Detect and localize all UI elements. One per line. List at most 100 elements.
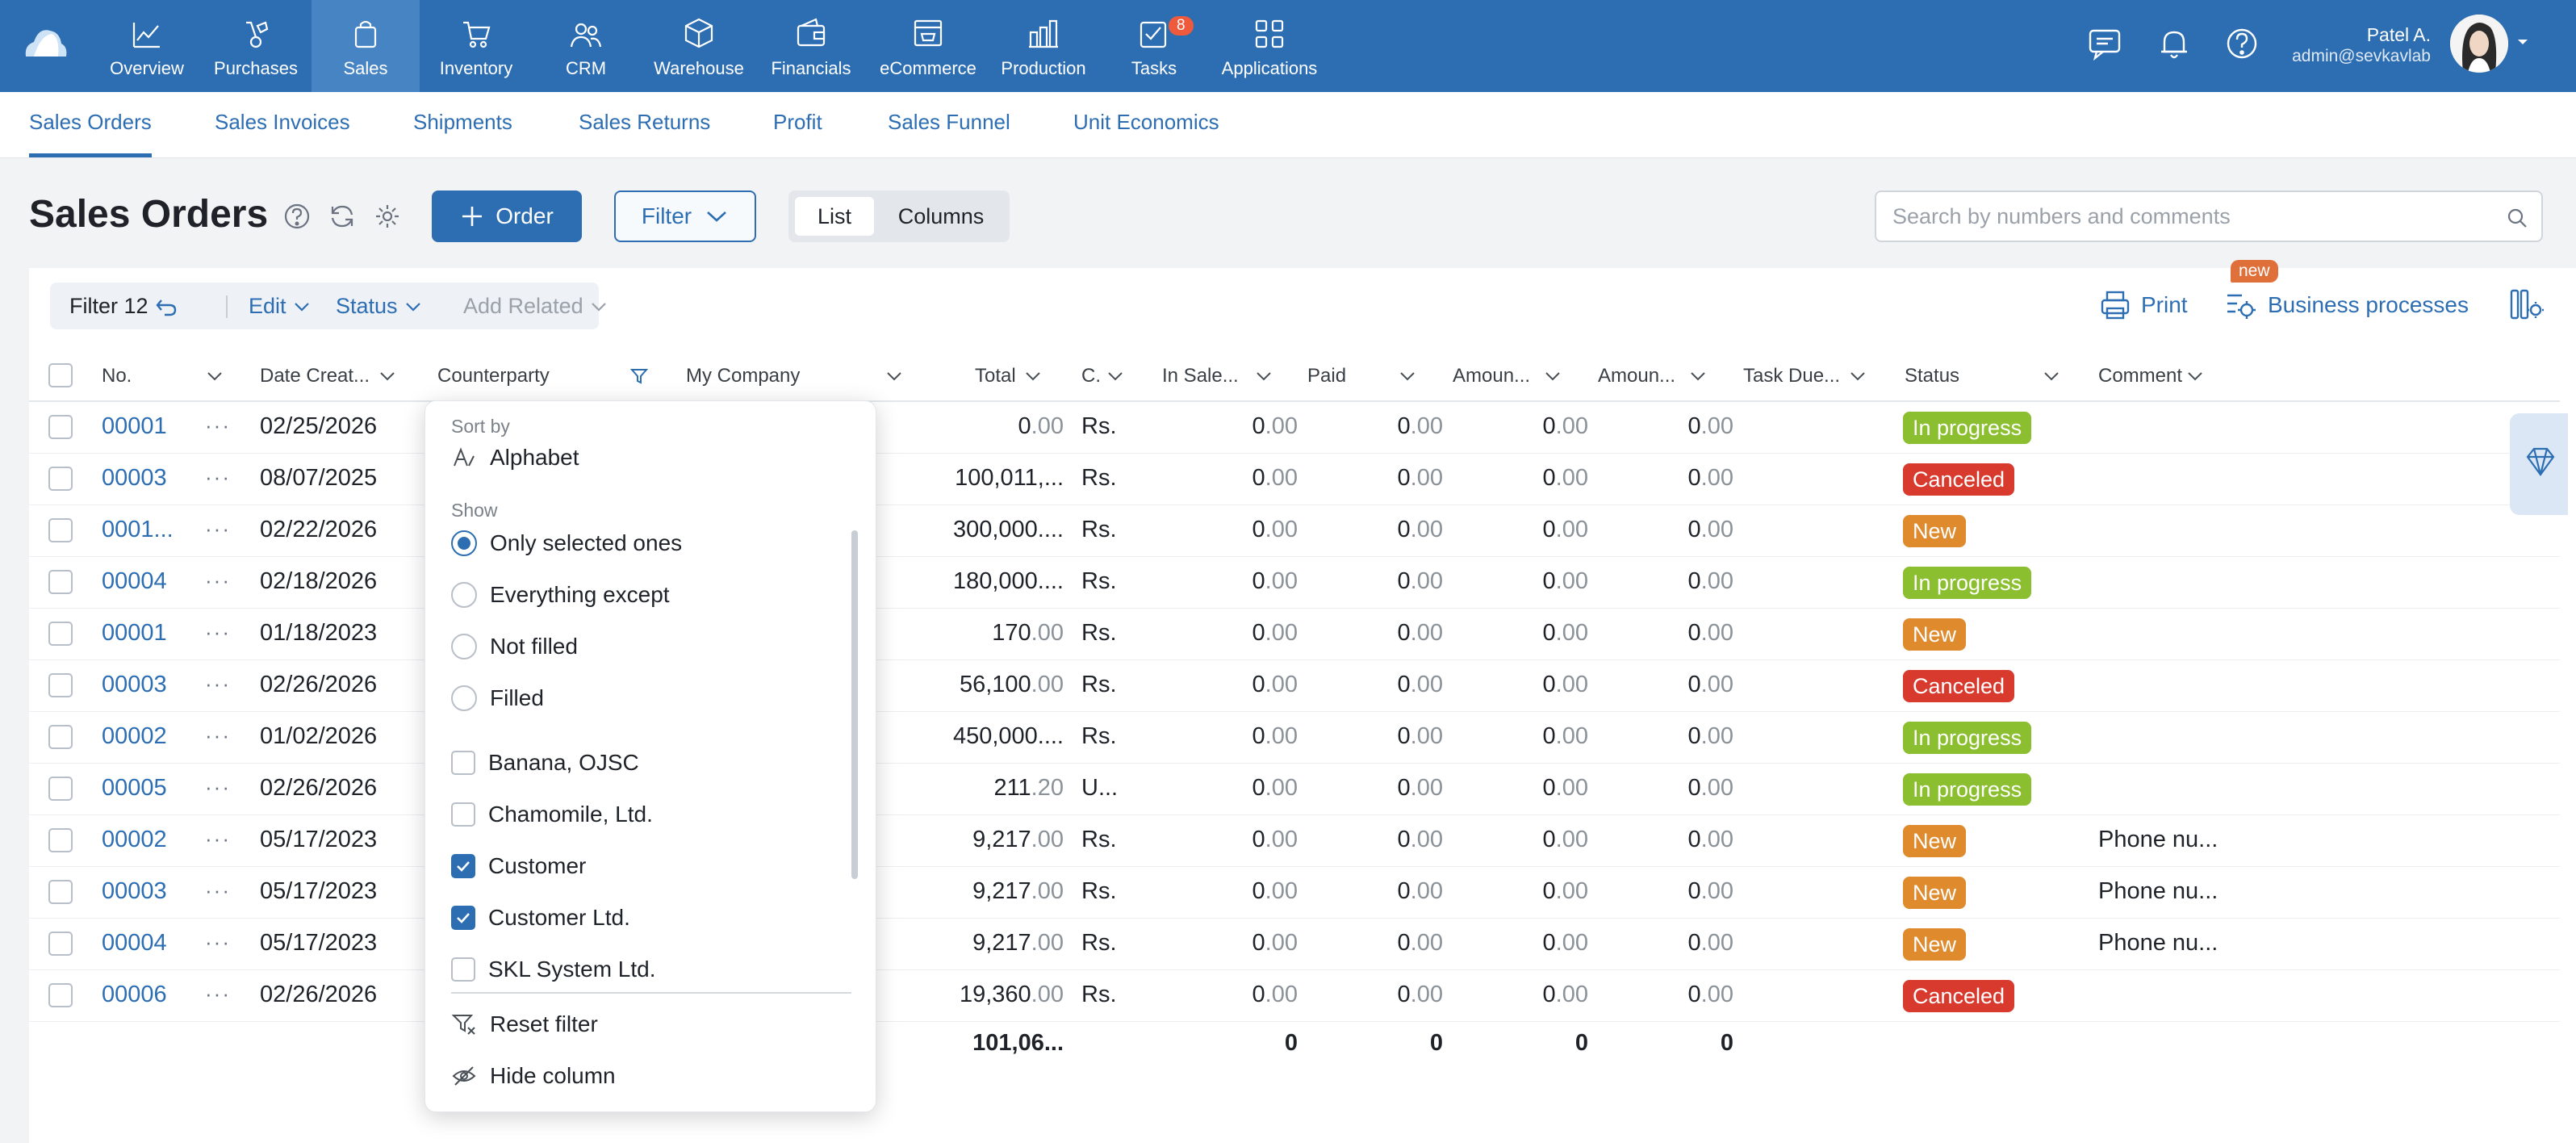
avatar[interactable] (2450, 15, 2508, 73)
hide-column-button[interactable]: Hide column (451, 1063, 616, 1089)
chevron-down-icon[interactable] (1848, 366, 1867, 386)
filter-count-button[interactable]: Filter 12 (69, 294, 178, 319)
search-input[interactable] (1892, 202, 2490, 231)
subnav-sales-returns[interactable]: Sales Returns (579, 110, 711, 134)
search-icon[interactable] (2506, 207, 2528, 229)
col-header-currency[interactable]: C. (1081, 365, 1101, 387)
row-checkbox[interactable] (48, 880, 73, 904)
row-checkbox[interactable] (48, 570, 73, 594)
row-actions-menu[interactable]: ··· (205, 827, 231, 851)
nav-crm[interactable]: CRM (546, 0, 626, 92)
table-row[interactable]: 00003 ··· 02/26/2026 56,100.00 Rs. 0.00 0.00 0.… (29, 660, 2560, 712)
status-badge[interactable]: New (1903, 928, 1967, 961)
chevron-down-icon[interactable] (205, 366, 224, 386)
row-actions-menu[interactable]: ··· (205, 465, 231, 489)
subnav-unit-economics[interactable]: Unit Economics (1073, 110, 1219, 134)
col-header-total[interactable]: Total (975, 365, 1016, 387)
order-number-link[interactable]: 00006 (102, 982, 167, 1007)
status-badge[interactable]: Canceled (1903, 463, 2015, 496)
status-badge[interactable]: Canceled (1903, 670, 2015, 702)
sort-alphabet-option[interactable]: Alphabet (451, 445, 579, 471)
subnav-shipments[interactable]: Shipments (413, 110, 512, 134)
row-checkbox[interactable] (48, 725, 73, 749)
status-menu-button[interactable]: Status (336, 294, 422, 319)
user-email[interactable]: admin@sevkavlab (2292, 47, 2431, 65)
refresh-icon[interactable] (328, 202, 357, 231)
table-row[interactable]: 00001 ··· 02/25/2026 0.00 Rs. 0.00 0.00 0.00 0.0… (29, 402, 2560, 454)
nav-inventory[interactable]: Inventory (428, 0, 525, 92)
radio-button[interactable] (451, 685, 477, 711)
table-row[interactable]: 00005 ··· 02/26/2026 211.20 U... 0.00 0.00 0.00… (29, 764, 2560, 815)
order-number-link[interactable]: 00002 (102, 723, 167, 749)
nav-sales[interactable]: Sales (312, 0, 420, 92)
order-number-link[interactable]: 00004 (102, 930, 167, 956)
business-processes-button[interactable]: Business processes (2224, 289, 2469, 321)
order-number-link[interactable]: 0001... (102, 517, 174, 542)
chevron-down-icon[interactable] (1106, 366, 1125, 386)
radio-button[interactable] (451, 530, 477, 556)
status-badge[interactable]: New (1903, 618, 1967, 651)
edit-menu-button[interactable]: Edit (249, 294, 311, 319)
chevron-down-icon[interactable] (378, 366, 397, 386)
counterparty-option[interactable]: Banana, OJSC (451, 750, 639, 776)
status-badge[interactable]: In progress (1903, 773, 2032, 806)
order-number-link[interactable]: 00003 (102, 465, 167, 491)
counterparty-option[interactable]: SKL System Ltd. (451, 957, 656, 982)
status-badge[interactable]: In progress (1903, 722, 2032, 754)
radio-button[interactable] (451, 582, 477, 608)
status-badge[interactable]: Canceled (1903, 980, 2015, 1012)
show-option-radio[interactable]: Filled (451, 685, 544, 711)
gear-icon[interactable] (373, 202, 402, 231)
col-header-counterparty[interactable]: Counterparty (437, 365, 550, 387)
table-row[interactable]: 00002 ··· 05/17/2023 9,217.00 Rs. 0.00 0.00 0.0… (29, 815, 2560, 867)
order-number-link[interactable]: 00001 (102, 413, 167, 439)
order-number-link[interactable]: 00004 (102, 568, 167, 594)
table-row[interactable]: 00003 ··· 05/17/2023 9,217.00 Rs. 0.00 0.00 0.0… (29, 867, 2560, 919)
table-row[interactable]: 00004 ··· 05/17/2023 9,217.00 Rs. 0.00 0.00 0.0… (29, 919, 2560, 970)
view-list-tab[interactable]: List (795, 197, 874, 236)
col-header-no[interactable]: No. (102, 365, 132, 387)
new-order-button[interactable]: Order (432, 190, 582, 242)
col-header-my-company[interactable]: My Company (686, 365, 801, 387)
order-number-link[interactable]: 00002 (102, 827, 167, 852)
nav-tasks[interactable]: Tasks 8 (1114, 0, 1194, 92)
dropdown-scrollbar[interactable] (851, 530, 858, 879)
option-checkbox[interactable] (451, 957, 475, 982)
table-row[interactable]: 00002 ··· 01/02/2026 450,000.... Rs. 0.00 0.00… (29, 712, 2560, 764)
add-related-button[interactable]: Add Related (463, 294, 608, 319)
table-row[interactable]: 00004 ··· 02/18/2026 180,000.... Rs. 0.00 0.00… (29, 557, 2560, 609)
option-checkbox[interactable] (451, 854, 475, 878)
nav-ecommerce[interactable]: eCommerce (876, 0, 980, 92)
row-checkbox[interactable] (48, 622, 73, 646)
chevron-down-icon[interactable] (2042, 366, 2061, 386)
row-checkbox[interactable] (48, 415, 73, 439)
status-badge[interactable]: In progress (1903, 412, 2032, 444)
row-actions-menu[interactable]: ··· (205, 568, 231, 592)
counterparty-option[interactable]: Chamomile, Ltd. (451, 802, 653, 827)
nav-overview[interactable]: Overview (100, 0, 194, 92)
reset-filter-button[interactable]: Reset filter (451, 1011, 598, 1037)
order-number-link[interactable]: 00003 (102, 672, 167, 697)
nav-applications[interactable]: Applications (1215, 0, 1324, 92)
order-number-link[interactable]: 00003 (102, 878, 167, 904)
col-header-task-due[interactable]: Task Due... (1743, 365, 1841, 387)
status-badge[interactable]: In progress (1903, 567, 2032, 599)
row-checkbox[interactable] (48, 518, 73, 542)
undo-icon[interactable] (155, 297, 178, 316)
nav-financials[interactable]: Financials (762, 0, 860, 92)
chevron-down-icon[interactable] (1398, 366, 1417, 386)
row-checkbox[interactable] (48, 932, 73, 956)
help-icon[interactable] (282, 202, 312, 231)
option-checkbox[interactable] (451, 751, 475, 775)
show-option-radio[interactable]: Only selected ones (451, 530, 682, 556)
filter-funnel-icon[interactable] (629, 366, 649, 386)
chevron-down-icon[interactable] (1543, 366, 1562, 386)
chevron-down-icon[interactable] (2185, 366, 2205, 386)
select-all-checkbox[interactable] (48, 363, 73, 387)
row-actions-menu[interactable]: ··· (205, 672, 231, 696)
help-icon[interactable] (2223, 24, 2261, 63)
row-checkbox[interactable] (48, 828, 73, 852)
counterparty-option[interactable]: Customer (451, 853, 586, 879)
option-checkbox[interactable] (451, 802, 475, 827)
option-checkbox[interactable] (451, 906, 475, 930)
